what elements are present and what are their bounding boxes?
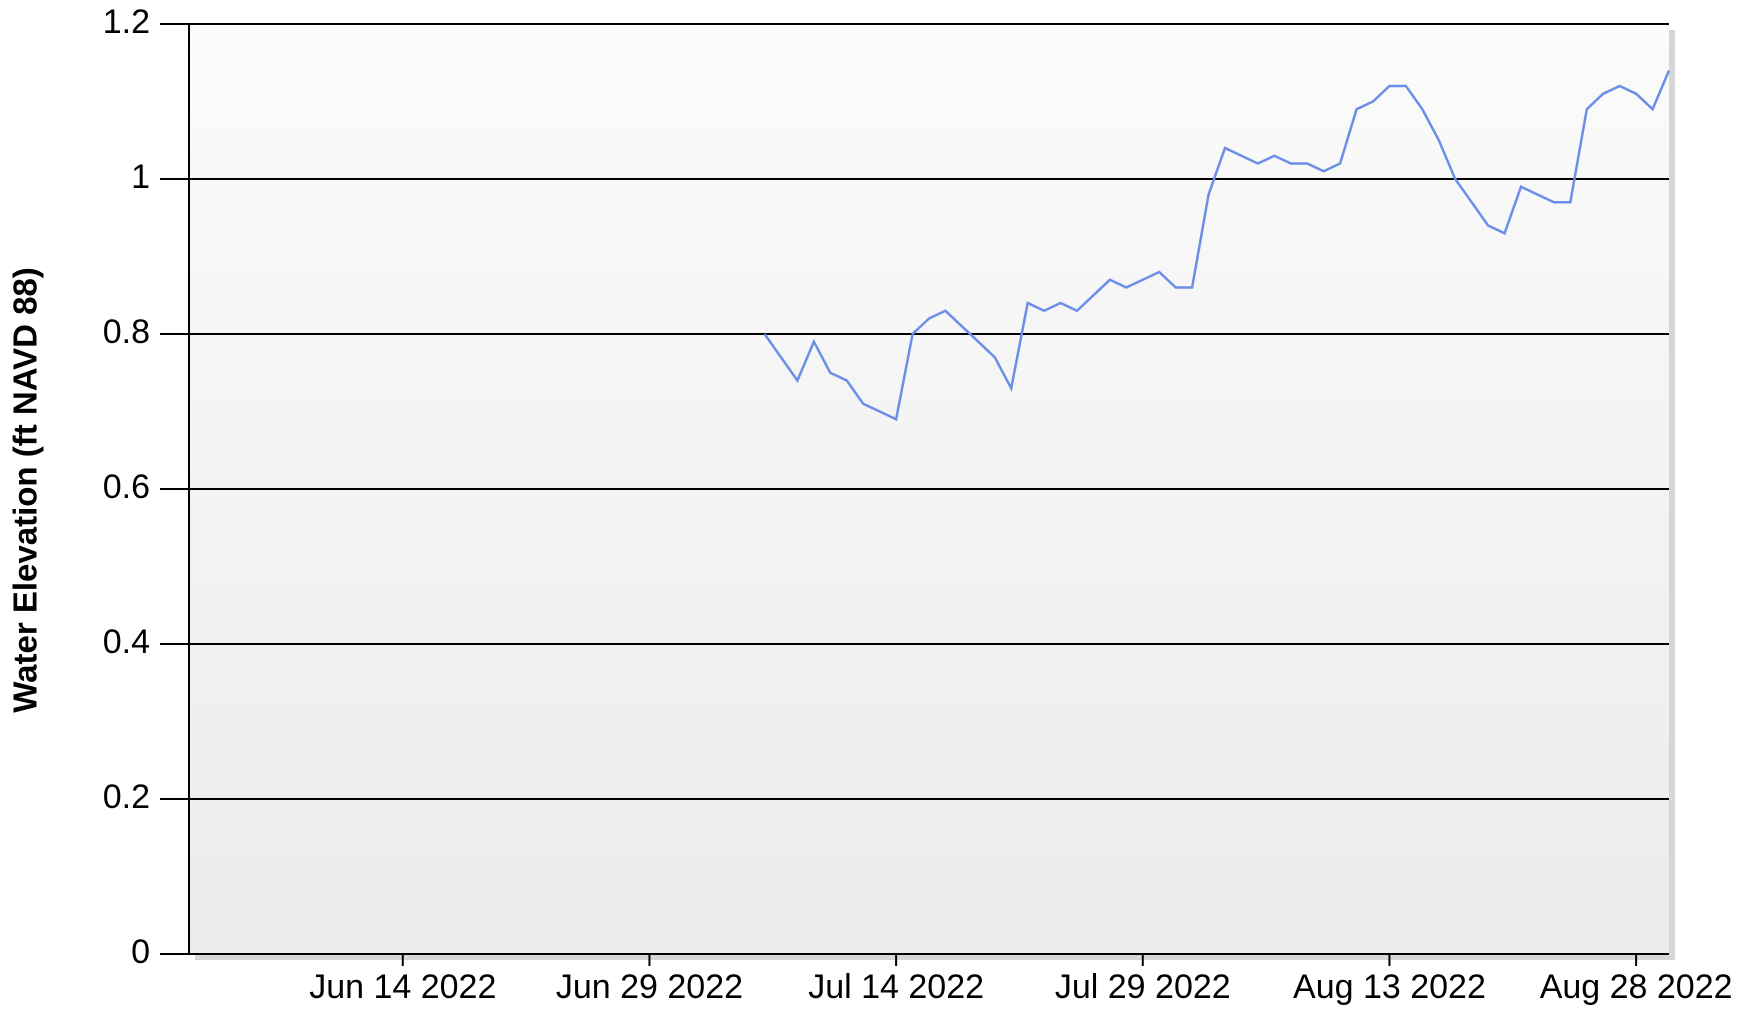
y-tick-label: 0 [131, 933, 150, 971]
x-tick-label: Aug 28 2022 [1540, 968, 1733, 1006]
y-tick-label: 1.2 [103, 3, 150, 41]
x-tick-label: Jun 14 2022 [309, 968, 496, 1006]
x-tick-label: Jul 14 2022 [808, 968, 984, 1006]
x-tick-label: Jul 29 2022 [1055, 968, 1231, 1006]
y-tick-label: 1 [131, 158, 150, 196]
y-tick-label: 0.2 [103, 778, 150, 816]
y-axis-label: Water Elevation (ft NAVD 88) [7, 267, 44, 713]
x-tick-label: Jun 29 2022 [556, 968, 743, 1006]
x-tick-label: Aug 13 2022 [1293, 968, 1486, 1006]
y-tick-label: 0.4 [103, 623, 150, 661]
y-tick-label: 0.6 [103, 468, 150, 506]
y-tick-label: 0.8 [103, 313, 150, 351]
data-line [763, 70, 1671, 422]
